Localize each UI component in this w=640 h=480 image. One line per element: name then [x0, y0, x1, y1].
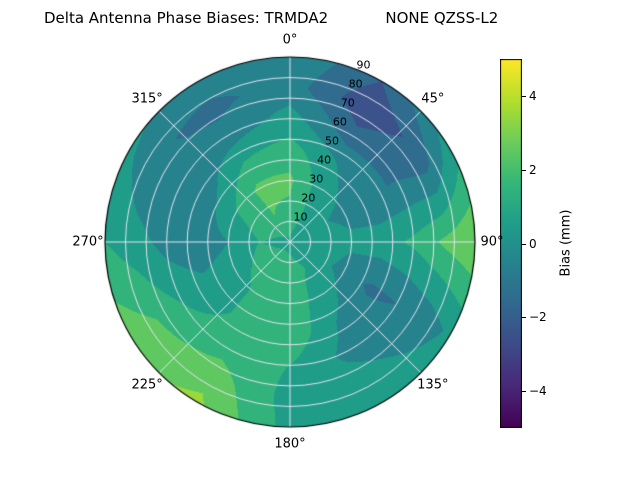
radial-tick-label: 50 — [325, 134, 339, 148]
colorbar-tick — [522, 391, 526, 393]
radial-tick-label: 90 — [356, 58, 371, 72]
radial-tick-label: 20 — [301, 191, 316, 205]
colorbar — [500, 59, 522, 428]
radial-tick-label: 70 — [340, 96, 355, 110]
radial-tick-label: 80 — [348, 77, 363, 91]
azimuth-tick-label: 225° — [131, 377, 163, 393]
azimuth-tick-label: 135° — [417, 377, 449, 393]
colorbar-tick-label: 2 — [529, 162, 537, 177]
colorbar-tick — [522, 243, 526, 245]
azimuth-tick-label: 0° — [282, 32, 298, 48]
azimuth-tick-label: 315° — [131, 91, 163, 107]
azimuth-tick-label: 90° — [480, 234, 504, 250]
azimuth-tick-label: 180° — [274, 436, 306, 452]
colorbar-axis-label: Bias (mm) — [558, 209, 574, 277]
colorbar-tick — [522, 95, 526, 97]
colorbar-tick-label: −4 — [529, 384, 547, 399]
azimuth-tick-label: 270° — [72, 234, 104, 250]
radial-tick-label: 40 — [317, 153, 332, 167]
colorbar-tick — [522, 317, 526, 319]
radial-tick-label: 60 — [332, 115, 347, 129]
chart-title: Delta Antenna Phase Biases: TRMDA2 NONE … — [44, 9, 499, 27]
radial-tick-label: 30 — [309, 172, 324, 186]
colorbar-tick-label: 0 — [529, 236, 537, 251]
colorbar-tick — [522, 169, 526, 171]
azimuth-tick-label: 45° — [421, 91, 445, 107]
colorbar-tick-label: 4 — [529, 88, 537, 103]
radial-tick-label: 10 — [293, 210, 308, 224]
colorbar-tick-label: −2 — [529, 310, 547, 325]
polar-contour-plot — [100, 52, 480, 432]
